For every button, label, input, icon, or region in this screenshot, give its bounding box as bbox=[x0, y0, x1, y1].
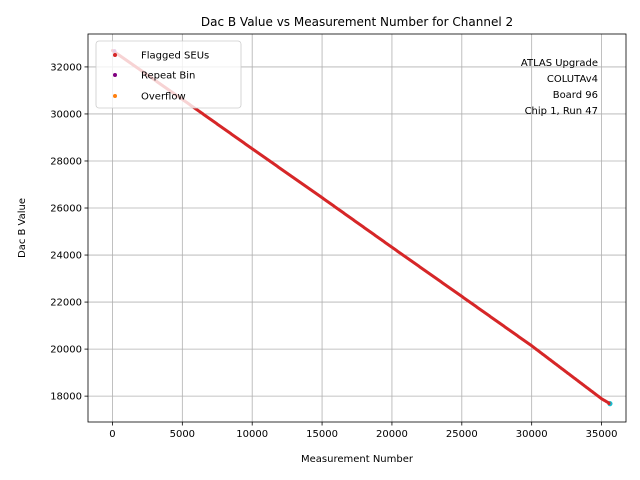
y-tick-label: 20000 bbox=[50, 345, 82, 356]
axis-ticks: 0 5000 10000 15000 20000 25000 30000 35000 18000… bbox=[50, 62, 617, 440]
legend-label-overflow: Overflow bbox=[141, 92, 186, 103]
annotation-line-2: COLUTAv4 bbox=[547, 74, 598, 85]
y-tick-label: 26000 bbox=[50, 204, 82, 215]
annotation-box: ATLAS Upgrade COLUTAv4 Board 96 Chip 1, … bbox=[521, 58, 598, 117]
y-tick-label: 22000 bbox=[50, 298, 82, 309]
y-tick-label: 32000 bbox=[50, 62, 82, 73]
legend-label-flagged-seus: Flagged SEUs bbox=[141, 51, 209, 62]
x-tick-label: 30000 bbox=[516, 429, 548, 440]
chart-title: Dac B Value vs Measurement Number for Ch… bbox=[201, 15, 513, 29]
x-tick-label: 5000 bbox=[170, 429, 195, 440]
legend-label-repeat-bin: Repeat Bin bbox=[141, 71, 195, 82]
y-axis-label: Dac B Value bbox=[17, 198, 28, 258]
y-tick-label: 24000 bbox=[50, 251, 82, 262]
x-tick-label: 10000 bbox=[236, 429, 268, 440]
annotation-line-3: Board 96 bbox=[553, 90, 598, 101]
x-tick-label: 25000 bbox=[446, 429, 478, 440]
legend-marker-flagged-seus bbox=[113, 53, 117, 57]
annotation-line-4: Chip 1, Run 47 bbox=[525, 106, 598, 117]
x-axis-label: Measurement Number bbox=[301, 454, 414, 465]
x-tick-label: 0 bbox=[109, 429, 115, 440]
data-point-flagged-seus bbox=[607, 402, 611, 406]
x-tick-label: 15000 bbox=[306, 429, 338, 440]
legend-marker-repeat-bin bbox=[113, 73, 117, 77]
legend: Flagged SEUs Repeat Bin Overflow bbox=[95, 40, 242, 109]
x-tick-label: 35000 bbox=[586, 429, 618, 440]
legend-marker-overflow bbox=[113, 94, 117, 98]
legend-frame bbox=[95, 40, 242, 109]
x-tick-label: 20000 bbox=[376, 429, 408, 440]
plot-frame bbox=[87, 33, 627, 423]
y-tick-label: 30000 bbox=[50, 109, 82, 120]
annotation-line-1: ATLAS Upgrade bbox=[521, 58, 598, 69]
y-tick-label: 28000 bbox=[50, 156, 82, 167]
y-tick-label: 18000 bbox=[50, 392, 82, 403]
